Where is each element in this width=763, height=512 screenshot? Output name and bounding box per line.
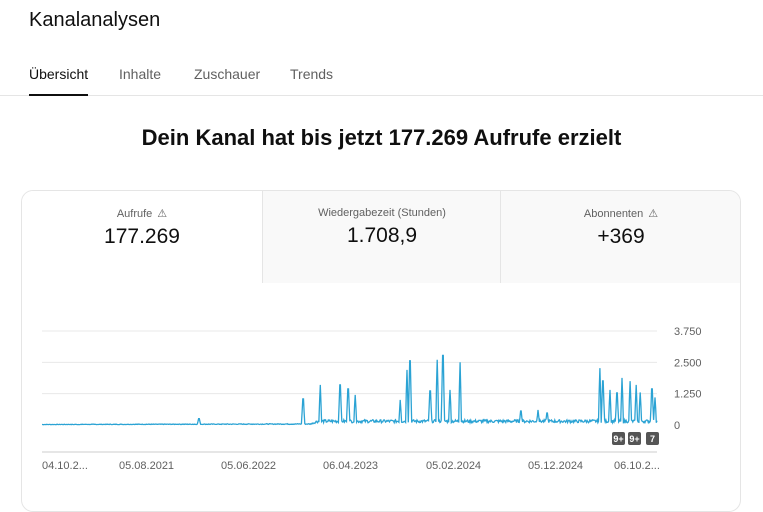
x-tick-label: 05.02.2024 xyxy=(426,460,481,472)
x-tick-label: 04.10.2... xyxy=(42,460,88,472)
metric-label: Aufrufe xyxy=(116,208,153,220)
annotation-badge xyxy=(646,432,659,445)
metric-label: Abonnenten xyxy=(583,208,644,220)
tab-content[interactable]: Inhalte xyxy=(119,66,162,82)
y-tick-label: 3.750 xyxy=(674,326,702,338)
x-tick-label: 05.06.2022 xyxy=(221,460,276,472)
warning-icon[interactable]: ⚠ xyxy=(648,208,659,220)
views-series-line xyxy=(42,354,658,426)
analytics-card: Aufrufe ⚠ 177.269 Wiedergabezeit (Stunden… xyxy=(21,190,741,512)
page-title: Kanalanalysen xyxy=(29,9,161,31)
annotation-label: 9+ xyxy=(629,434,639,444)
x-tick-label: 06.10.2... xyxy=(614,460,660,472)
metric-value: 1.708,9 xyxy=(346,224,418,247)
x-tick-label: 06.04.2023 xyxy=(323,460,378,472)
views-chart: 3.750 2.500 1.250 0 04.10.2... 05.08.2021 05.0… xyxy=(42,326,702,472)
metric-subscribers[interactable]: Abonnenten ⚠ +369 xyxy=(500,191,740,283)
annotation-label: 9+ xyxy=(613,434,623,444)
x-tick-label: 05.12.2024 xyxy=(528,460,583,472)
metric-value: 177.269 xyxy=(104,225,180,248)
tab-overview[interactable]: Übersicht xyxy=(29,66,89,96)
headline: Dein Kanal hat bis jetzt 177.269 Aufrufe… xyxy=(141,125,622,150)
y-tick-label: 2.500 xyxy=(674,357,702,369)
annotation-badge xyxy=(612,432,625,445)
tab-bar: Übersicht Inhalte Zuschauer Trends xyxy=(0,56,763,96)
warning-icon[interactable]: ⚠ xyxy=(157,208,168,220)
tab-audience[interactable]: Zuschauer xyxy=(194,66,261,82)
annotation-badge xyxy=(628,432,641,445)
x-tick-label: 05.08.2021 xyxy=(119,460,174,472)
metric-watchtime[interactable]: Wiedergabezeit (Stunden) 1.708,9 xyxy=(262,191,501,283)
y-tick-label: 0 xyxy=(674,420,680,432)
tab-trends[interactable]: Trends xyxy=(290,66,334,82)
metric-views[interactable]: Aufrufe ⚠ 177.269 xyxy=(22,191,262,283)
metric-label: Wiedergabezeit (Stunden) xyxy=(318,207,446,219)
annotation-label: 7 xyxy=(650,434,655,444)
y-tick-label: 1.250 xyxy=(674,389,702,401)
metric-value: +369 xyxy=(597,225,645,248)
